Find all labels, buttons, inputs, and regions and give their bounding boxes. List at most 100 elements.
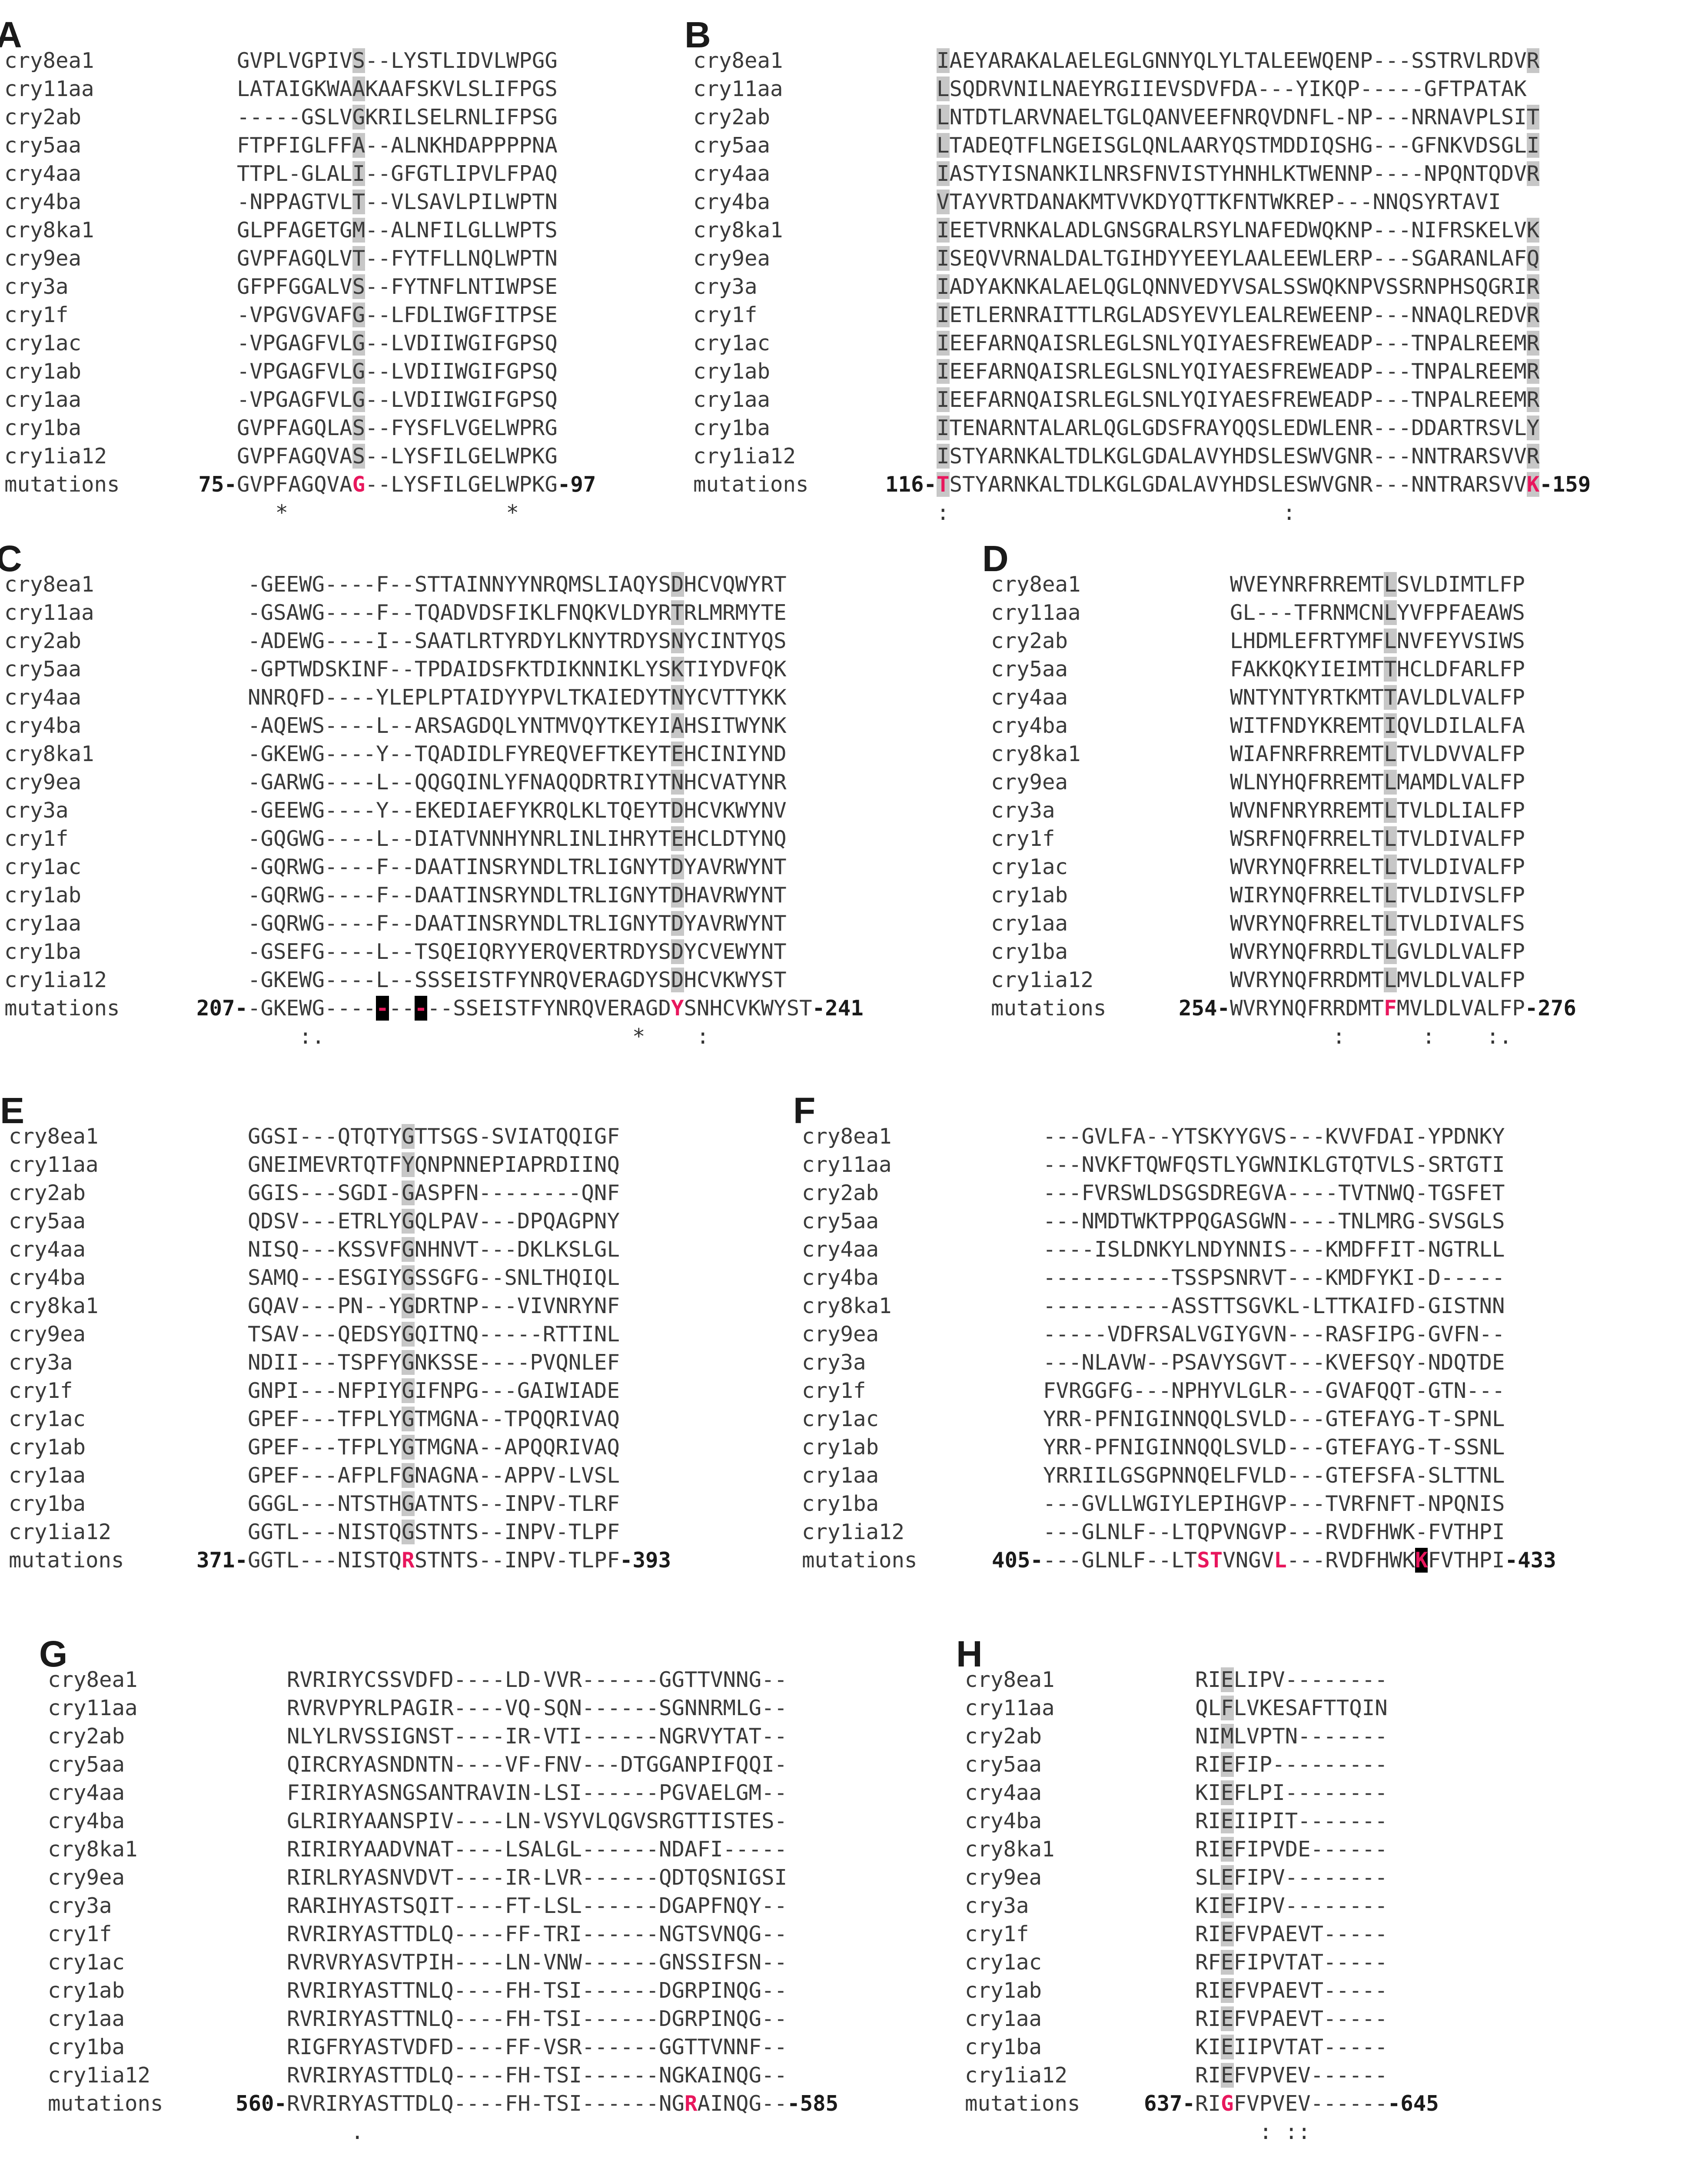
residue: - [275,105,289,130]
residue: T [1065,472,1078,497]
residue: - [1056,1520,1069,1544]
residue: - [1362,1922,1375,1946]
residue: - [1415,1265,1428,1290]
sequence-text: ---GVLFA--YTSKYYGVS---KVVFDAI-YPDNKY [1043,1124,1505,1150]
sequence-text: LTADEQTFLNGEISGLQNLAARYQSTMDDIQSHG---GFN… [937,133,1540,159]
residue: - [1286,1548,1300,1573]
residue: A [530,1124,543,1149]
residue: S [697,1922,711,1946]
residue: L [1384,798,1397,823]
residue: - [1069,1237,1082,1262]
residue: Q [545,359,558,384]
residue: S [376,1978,390,2003]
residue: V [249,472,263,497]
residue: I [710,1978,723,2003]
residue: - [491,1209,505,1234]
residue: Q [568,770,582,795]
residue: V [1448,742,1461,766]
residue: - [1043,1350,1056,1375]
residue: L [607,1463,620,1488]
residue: R [1000,416,1014,440]
sequence-text: 254- WVRYNQFRRDMTFMVLDLVALFP-276 [1179,995,1576,1021]
residue: - [1398,105,1412,130]
residue: Y [1268,911,1282,936]
residue: S [415,1780,428,1805]
residue: P [519,303,532,327]
residue: S [363,1520,376,1544]
residue: - [1312,1491,1326,1516]
residue: R [1283,359,1296,384]
residue: V [1094,1124,1107,1149]
residue: F [607,1548,620,1573]
residue: R [1325,1520,1338,1544]
residue: S [736,1950,749,1975]
residue: A [1257,48,1270,73]
residue: Y [581,1294,594,1318]
residue: A [697,883,710,908]
residue: I [442,387,455,412]
residue: Y [351,1865,364,1890]
residue: F [1307,883,1320,908]
sequence-name: cry4ba [4,713,82,738]
residue: Y [748,883,761,908]
residue: G [1440,1237,1454,1262]
residue: E [594,1350,607,1375]
residue: Y [389,1322,402,1347]
residue: R [287,1837,300,1862]
residue: - [1336,2091,1349,2116]
residue: R [1333,996,1346,1021]
residue: T [1310,2006,1324,2031]
residue: L [1208,1696,1221,1720]
residue: - [1286,1181,1300,1205]
residue: R [273,685,286,710]
residue: S [273,1237,286,1262]
residue: D [1256,629,1269,653]
residue: - [299,1548,312,1573]
residue: S [491,883,505,908]
residue: N [722,629,735,653]
residue: L [1384,629,1397,653]
residue: V [249,303,263,327]
residue: N [1347,472,1360,497]
residue: G [287,1809,300,1833]
residue: N [427,1152,440,1177]
residue: G [671,1893,685,1918]
residue: S [1453,1407,1467,1431]
residue: Y [403,246,417,271]
residue: - [1069,1548,1082,1573]
sequence-text: RVRIRYASTTDLQ----FF-TRI------NGTSVNQG-- [287,1921,787,1947]
residue: - [479,1181,492,1205]
residue: E [286,742,299,766]
residue: R [287,1893,300,1918]
residue: - [479,1724,492,1749]
residue: L [581,1237,594,1262]
residue: W [1230,911,1243,936]
residue: L [376,1696,390,1720]
residue: Y [1219,133,1232,158]
residue: A [249,77,263,101]
residue: G [352,387,366,412]
residue: L [1422,742,1436,766]
residue: - [555,1463,568,1488]
residue: I [505,1865,518,1890]
sequence-text: ---FVRSWLDSGSDREGVA----TVTNWQ-TGSFET [1043,1180,1505,1206]
residue: L [543,1837,556,1862]
residue: T [1325,1294,1338,1318]
end-position: -433 [1505,1548,1556,1573]
residue: T [326,218,340,243]
sequence-name: cry1ac [693,331,771,356]
residue: Y [1307,685,1320,710]
residue: - [595,1667,608,1692]
residue: Y [988,161,1001,186]
residue: R [710,1696,723,1720]
residue: F [480,303,494,327]
residue: R [555,1435,568,1460]
residue: T [568,883,582,908]
residue: P [314,48,327,73]
residue: N [517,1265,530,1290]
sequence-name: cry1ia12 [4,444,107,469]
residue: K [530,600,543,625]
residue: L [1167,359,1180,384]
residue: - [1081,1265,1095,1290]
residue: D [671,883,684,908]
